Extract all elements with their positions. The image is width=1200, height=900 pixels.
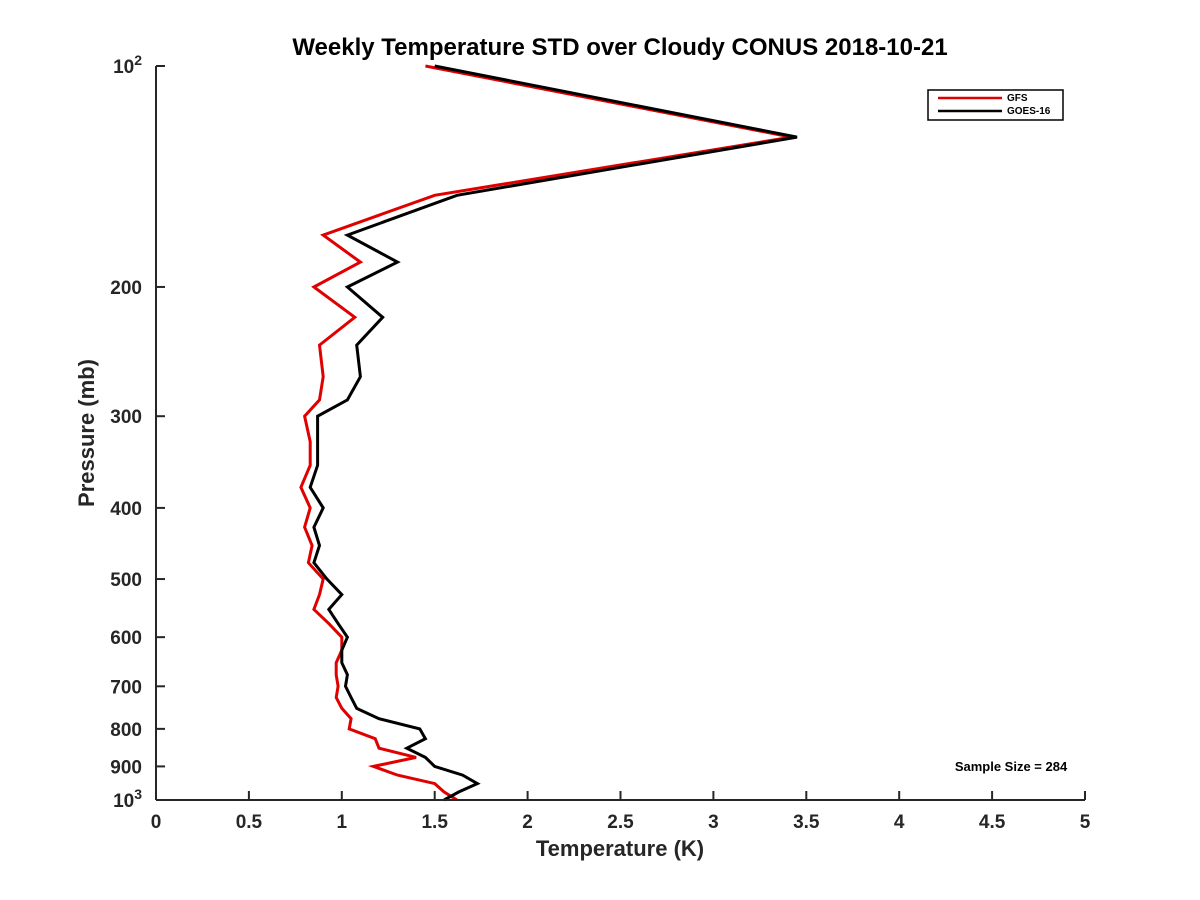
x-tick-label: 5 <box>1080 812 1091 833</box>
y-axis-label: Pressure (mb) <box>74 359 99 507</box>
sample-size-annotation: Sample Size = 284 <box>955 759 1068 774</box>
x-tick-label: 3 <box>708 812 719 833</box>
x-tick-label: 3.5 <box>793 812 820 833</box>
legend-label-goes16: GOES-16 <box>1007 106 1051 117</box>
y-tick-label: 102 <box>113 52 142 78</box>
series-line-goes16 <box>308 64 798 802</box>
ticks-layer: 0 0.5 1 1.5 2 2.5 3 3.5 4 4.5 5 102 200 300 400 500 600 7… <box>110 52 1090 833</box>
x-tick-label: 2 <box>522 812 533 833</box>
y-tick-label: 600 <box>110 628 142 649</box>
x-tick-label: 4.5 <box>979 812 1006 833</box>
series-line-gfs <box>299 64 792 802</box>
x-axis-label: Temperature (K) <box>536 836 704 861</box>
y-tick-label: 700 <box>110 677 142 698</box>
x-tick-label: 2.5 <box>607 812 634 833</box>
y-tick-label: 103 <box>113 786 142 812</box>
series-layer <box>299 64 798 802</box>
x-tick-label: 4 <box>894 812 905 833</box>
y-tick-label: 900 <box>110 757 142 778</box>
legend-box <box>927 89 1064 121</box>
y-tick-label: 400 <box>110 499 142 520</box>
legend-label-gfs: GFS <box>1007 93 1028 104</box>
y-tick-label: 200 <box>110 278 142 299</box>
x-tick-label: 1 <box>337 812 348 833</box>
legend: GFS GOES-16 <box>927 89 1064 121</box>
y-tick-label: 300 <box>110 407 142 428</box>
y-tick-label: 800 <box>110 720 142 741</box>
y-tick-label: 500 <box>110 570 142 591</box>
x-tick-label: 1.5 <box>421 812 448 833</box>
chart-title: Weekly Temperature STD over Cloudy CONUS… <box>292 34 947 61</box>
x-tick-label: 0 <box>151 812 162 833</box>
x-tick-label: 0.5 <box>236 812 263 833</box>
